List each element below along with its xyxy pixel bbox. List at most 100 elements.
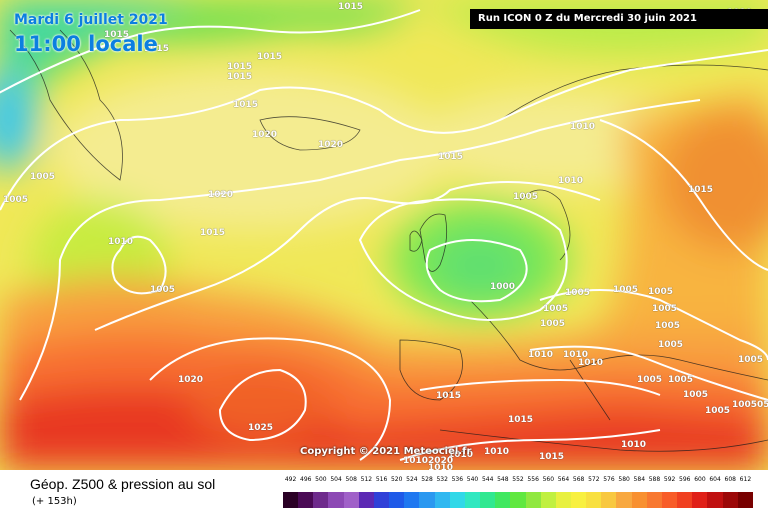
legend-tick-label: 556 bbox=[527, 476, 539, 483]
isobar-label: 1005 bbox=[658, 340, 684, 350]
legend-tick-label: 580 bbox=[618, 476, 630, 483]
footer-title: Géop. Z500 & pression au sol bbox=[30, 476, 216, 492]
isobar-label: 1005 bbox=[668, 375, 694, 385]
isobar-label: 100505 bbox=[732, 400, 768, 410]
isobar-label: 1010 bbox=[528, 350, 554, 360]
legend-tick-label: 492 bbox=[284, 476, 297, 483]
forecast-date: Mardi 6 juillet 2021 bbox=[14, 12, 168, 28]
isobar-label: 1005 bbox=[150, 285, 176, 295]
legend-swatch bbox=[389, 492, 405, 508]
legend-swatch bbox=[434, 492, 450, 508]
legend-swatch bbox=[722, 492, 738, 508]
isobar-label: 1025 bbox=[248, 423, 274, 433]
isobar-label: 1010 bbox=[621, 440, 647, 450]
legend-swatch bbox=[283, 492, 299, 508]
legend-swatch bbox=[570, 492, 587, 508]
legend-swatch bbox=[646, 492, 662, 508]
weather-map: 1015 1010 1015 1015 1015 1015 1015 1015 1020 1020… bbox=[0, 0, 768, 470]
isobar-label: 1010 bbox=[570, 122, 596, 132]
isobar-label: 1020 bbox=[178, 375, 204, 385]
isobar-label: 1020 bbox=[208, 190, 234, 200]
legend-tick-label: 508 bbox=[345, 476, 357, 483]
isobar-label: 1005 bbox=[648, 287, 674, 297]
legend-swatch bbox=[601, 492, 617, 508]
legend-tick-label: 612 bbox=[739, 476, 752, 483]
legend-swatch bbox=[313, 492, 329, 508]
legend-tick-label: 524 bbox=[406, 476, 418, 483]
legend-tick-label: 572 bbox=[588, 476, 600, 483]
isobar-label: 1005 bbox=[738, 355, 764, 365]
legend-swatch bbox=[586, 492, 602, 508]
legend-swatch bbox=[510, 492, 526, 508]
isobar-label: 1015 bbox=[257, 52, 283, 62]
legend-tick-label: 532 bbox=[436, 476, 448, 483]
legend-tick-label: 564 bbox=[557, 476, 570, 483]
isobar-label: 1005 bbox=[637, 375, 663, 385]
forecast-time: 11:00 locale bbox=[14, 32, 158, 56]
legend-swatch bbox=[343, 492, 359, 508]
footer-subtitle: (+ 153h) bbox=[32, 496, 77, 507]
legend-swatch bbox=[737, 492, 753, 508]
isobar-label: 1020 bbox=[252, 130, 278, 140]
legend-tick-label: 496 bbox=[300, 476, 312, 483]
legend-tick-label: 540 bbox=[466, 476, 479, 483]
legend-tick-label: 520 bbox=[390, 476, 403, 483]
isobar-label: 1015 bbox=[200, 228, 226, 238]
isobar-label: 1005 bbox=[30, 172, 56, 182]
legend-swatch bbox=[616, 492, 632, 508]
isobar-label: 1015 bbox=[338, 2, 364, 12]
isobar-label: 1005 bbox=[613, 285, 639, 295]
legend-tick-label: 516 bbox=[375, 476, 388, 483]
legend-swatch bbox=[464, 492, 481, 508]
legend-tick-label: 588 bbox=[648, 476, 661, 483]
isobar-label: 1005 bbox=[3, 195, 29, 205]
isobar-label: 1015 bbox=[227, 62, 253, 72]
legend-tick-label: 600 bbox=[694, 476, 706, 483]
isobar-label: 1010 bbox=[578, 358, 604, 368]
legend-tick-label: 560 bbox=[542, 476, 555, 483]
isobar-label: 1005 bbox=[543, 304, 569, 314]
isobar-label: 1005 bbox=[683, 390, 709, 400]
legend-swatch bbox=[555, 492, 571, 508]
isobar-label: 1010 bbox=[484, 447, 510, 457]
isobar-label: 1015 bbox=[233, 100, 259, 110]
legend-swatch bbox=[677, 492, 693, 508]
legend-tick-label: 512 bbox=[360, 476, 373, 483]
legend-swatch bbox=[449, 492, 465, 508]
legend-tick-label: 568 bbox=[572, 476, 585, 483]
isobar-label: 10102020 bbox=[403, 456, 454, 466]
legend-swatch bbox=[707, 492, 723, 508]
isobar-label: 1015 bbox=[508, 415, 534, 425]
legend-tick-label: 552 bbox=[512, 476, 524, 483]
legend-swatch bbox=[540, 492, 556, 508]
copyright-text: Copyright © 2021 Meteociel.fr bbox=[300, 446, 472, 457]
isobar-label: 1015 bbox=[438, 152, 464, 162]
legend-swatch bbox=[373, 492, 390, 508]
isobar-label: 1005 bbox=[513, 192, 539, 202]
legend-tick-label: 584 bbox=[633, 476, 646, 483]
legend-color-bar bbox=[283, 492, 753, 508]
legend-tick-label: 548 bbox=[497, 476, 509, 483]
legend-swatch bbox=[495, 492, 511, 508]
legend-tick-label: 500 bbox=[315, 476, 327, 483]
legend-tick-label: 608 bbox=[724, 476, 736, 483]
legend-swatch bbox=[328, 492, 344, 508]
isobar-label: 1010 bbox=[448, 450, 474, 460]
run-info-banner: Run ICON 0 Z du Mercredi 30 juin 2021 bbox=[470, 9, 768, 29]
isobar-label: 1005 bbox=[705, 406, 731, 416]
isobar-label: 1010 bbox=[428, 463, 454, 470]
isobar-label: 1010 bbox=[108, 237, 134, 247]
legend-tick-label: 536 bbox=[451, 476, 464, 483]
isobar-label: 1015 bbox=[436, 391, 462, 401]
isobar-label: 1015 bbox=[144, 44, 170, 54]
legend-swatch bbox=[358, 492, 374, 508]
legend-swatch bbox=[298, 492, 314, 508]
isobar-label: 1005 bbox=[652, 304, 678, 314]
legend-swatch bbox=[404, 492, 420, 508]
legend-swatch bbox=[692, 492, 708, 508]
isobar-label: 1015 bbox=[104, 30, 130, 40]
color-legend: 492 496 500 504 508 512 516 520 524 528 532 536 540 5… bbox=[283, 476, 753, 510]
legend-swatch bbox=[631, 492, 647, 508]
legend-tick-label: 576 bbox=[603, 476, 615, 483]
isobar-label: 1005 bbox=[540, 319, 566, 329]
